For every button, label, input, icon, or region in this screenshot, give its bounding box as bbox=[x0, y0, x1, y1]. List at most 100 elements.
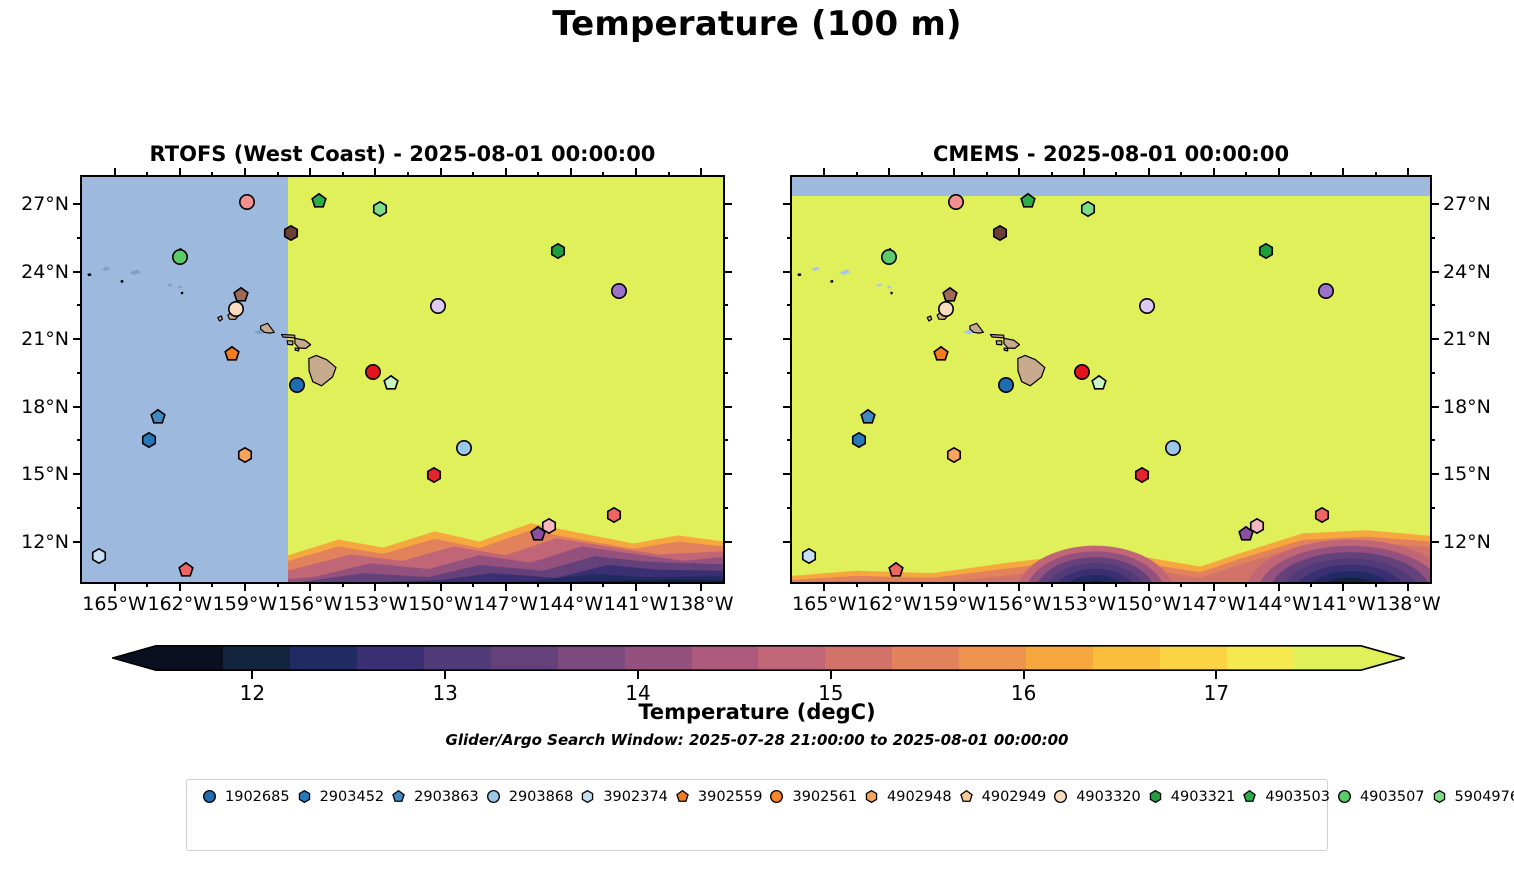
colorbar-band-4 bbox=[423, 645, 491, 671]
float-marker-5904976[interactable] bbox=[1080, 200, 1096, 217]
legend-item-4903320[interactable]: 4903320 bbox=[1046, 789, 1141, 805]
float-marker-5904976[interactable] bbox=[372, 200, 388, 217]
float-marker-3902559[interactable] bbox=[224, 345, 240, 362]
xtick-label-1-7: 144°W bbox=[1246, 593, 1311, 615]
float-marker-5906811[interactable] bbox=[606, 506, 622, 523]
float-marker-5906753[interactable] bbox=[1249, 517, 1265, 534]
float-marker-4903503[interactable] bbox=[311, 192, 327, 209]
legend-item-3902559[interactable]: 3902559 bbox=[668, 789, 762, 805]
float-marker-4902948[interactable] bbox=[946, 446, 962, 464]
legend-item-5904976[interactable]: 5904976 bbox=[1425, 789, 1514, 805]
xtick-label-1-0: 165°W bbox=[792, 593, 857, 615]
xtick-label-1-4: 153°W bbox=[1051, 593, 1117, 615]
ytick-label-right-5: 12°N bbox=[1443, 530, 1491, 553]
legend-item-3902374[interactable]: 3902374 bbox=[573, 789, 668, 805]
page-title: Temperature (100 m) bbox=[552, 4, 962, 44]
colorbar-tick-4 bbox=[1022, 671, 1025, 679]
float-marker-2903868[interactable] bbox=[456, 440, 473, 457]
float-marker-5907061[interactable] bbox=[430, 298, 447, 315]
float-marker-4902948[interactable] bbox=[237, 446, 253, 464]
float-legend[interactable]: 1902685 2903452 2903863 2903868 3902374 … bbox=[186, 779, 1514, 851]
legend-item-2903863[interactable]: 2903863 bbox=[384, 789, 479, 805]
legend-item-2903868[interactable]: 2903868 bbox=[479, 789, 573, 805]
ytick-label-left-4: 15°N bbox=[21, 463, 69, 485]
panel-title-rtofs: RTOFS (West Coast) - 2025-08-01 00:00:00 bbox=[149, 142, 656, 166]
ytick-label-left-1: 24°N bbox=[21, 260, 69, 283]
colorbar-band-17 bbox=[1293, 645, 1361, 671]
float-marker-3902374[interactable] bbox=[801, 547, 817, 565]
float-marker-2903452[interactable] bbox=[851, 432, 867, 449]
float-marker-5905272[interactable] bbox=[382, 374, 399, 391]
legend-item-4903503[interactable]: 4903503 bbox=[1235, 789, 1330, 805]
float-marker-4903507[interactable] bbox=[171, 248, 188, 265]
legend-label-4903503: 4903503 bbox=[1265, 788, 1330, 805]
xtick-label-0-9: 138°W bbox=[668, 593, 734, 615]
xtick-label-1-2: 159°W bbox=[921, 593, 987, 615]
xtick-label-0-5: 150°W bbox=[408, 593, 473, 615]
legend-item-2903452[interactable]: 2903452 bbox=[290, 788, 385, 805]
float-marker-5905853[interactable] bbox=[365, 363, 382, 380]
float-marker-3902374[interactable] bbox=[91, 547, 107, 565]
float-marker-4903320[interactable] bbox=[937, 300, 954, 317]
float-marker-2903452[interactable] bbox=[141, 432, 157, 449]
legend-item-4902948[interactable]: 4902948 bbox=[857, 789, 952, 805]
float-marker-5906811[interactable] bbox=[1314, 506, 1330, 523]
float-marker-7900877[interactable] bbox=[992, 225, 1008, 242]
float-marker-5906095[interactable] bbox=[1134, 466, 1150, 484]
float-marker-5905853[interactable] bbox=[1073, 363, 1090, 380]
float-marker-5907061[interactable] bbox=[1138, 298, 1155, 315]
colorbar-band-3 bbox=[356, 645, 424, 671]
float-marker-2903863[interactable] bbox=[150, 408, 166, 425]
legend-label-2903863: 2903863 bbox=[414, 788, 479, 805]
land-polygons-cmems bbox=[797, 247, 1046, 387]
legend-label-4902948: 4902948 bbox=[887, 788, 952, 805]
colorbar-band-5 bbox=[490, 645, 558, 671]
panel-title-cmems: CMEMS - 2025-08-01 00:00:00 bbox=[932, 142, 1290, 166]
float-marker-5906753[interactable] bbox=[541, 517, 557, 534]
legend-item-4903507[interactable]: 4903507 bbox=[1330, 789, 1425, 805]
float-marker-3902559[interactable] bbox=[933, 345, 949, 362]
float-marker-4903503[interactable] bbox=[1019, 192, 1036, 209]
float-marker-5906095[interactable] bbox=[426, 466, 442, 484]
float-marker-5906471[interactable] bbox=[888, 561, 904, 578]
xtick-label-0-4: 153°W bbox=[343, 593, 408, 615]
ytick-label-right-2: 21°N bbox=[1443, 328, 1491, 350]
legend-item-1902685[interactable]: 1902685 bbox=[195, 789, 290, 805]
map-panel-rtofs[interactable] bbox=[80, 175, 725, 584]
float-marker-1902685[interactable] bbox=[289, 377, 306, 394]
legend-label-2903452: 2903452 bbox=[319, 788, 385, 805]
colorbar-band-11 bbox=[892, 645, 960, 671]
float-marker-4903320[interactable] bbox=[228, 300, 245, 317]
float-marker-2903863[interactable] bbox=[859, 408, 876, 425]
float-marker-4903321[interactable] bbox=[1258, 243, 1274, 260]
colorbar-tick-label-5: 17 bbox=[1203, 681, 1230, 705]
ytick-label-right-3: 18°N bbox=[1443, 395, 1491, 418]
map-panel-cmems[interactable] bbox=[790, 175, 1432, 584]
float-marker-7901106[interactable] bbox=[942, 286, 958, 303]
ytick-label-left-2: 21°N bbox=[21, 328, 69, 350]
legend-label-5904976: 5904976 bbox=[1454, 788, 1514, 805]
float-marker-2903868[interactable] bbox=[1164, 440, 1181, 457]
float-marker-4903507[interactable] bbox=[881, 248, 898, 265]
float-marker-5906801[interactable] bbox=[1318, 282, 1335, 299]
legend-item-3902561[interactable]: 3902561 bbox=[762, 789, 857, 805]
float-marker-5906471[interactable] bbox=[178, 561, 195, 578]
colorbar-tick-1 bbox=[444, 671, 447, 679]
xtick-label-0-1: 162°W bbox=[147, 593, 213, 615]
colorbar-tick-label-4: 16 bbox=[1010, 681, 1037, 705]
legend-item-4902949[interactable]: 4902949 bbox=[952, 789, 1046, 805]
float-marker-7901106[interactable] bbox=[232, 286, 249, 303]
colorbar-band-8 bbox=[691, 645, 759, 671]
float-marker-5905272[interactable] bbox=[1091, 374, 1107, 391]
float-marker-1902685[interactable] bbox=[998, 377, 1015, 394]
float-marker-4903321[interactable] bbox=[550, 243, 566, 260]
legend-item-4903321[interactable]: 4903321 bbox=[1141, 789, 1235, 805]
float-marker-5906514[interactable] bbox=[239, 193, 256, 210]
colorbar-tick-label-1: 13 bbox=[432, 681, 458, 705]
float-marker-5906801[interactable] bbox=[610, 282, 627, 299]
xtick-label-1-5: 150°W bbox=[1116, 593, 1182, 615]
colorbar-tick-label-3: 15 bbox=[818, 681, 844, 705]
colorbar-band-10 bbox=[825, 645, 893, 671]
float-marker-7900877[interactable] bbox=[283, 225, 299, 242]
float-marker-5906514[interactable] bbox=[948, 193, 965, 210]
